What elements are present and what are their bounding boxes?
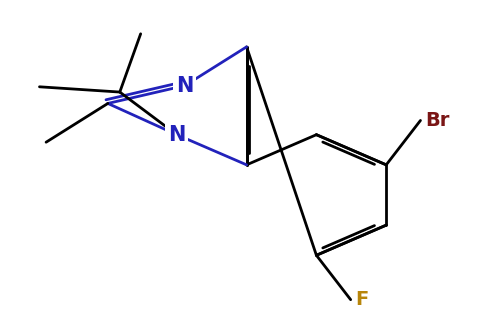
Text: N: N xyxy=(168,125,185,145)
Text: F: F xyxy=(355,290,369,309)
Text: Br: Br xyxy=(425,111,450,130)
Text: N: N xyxy=(176,76,194,95)
